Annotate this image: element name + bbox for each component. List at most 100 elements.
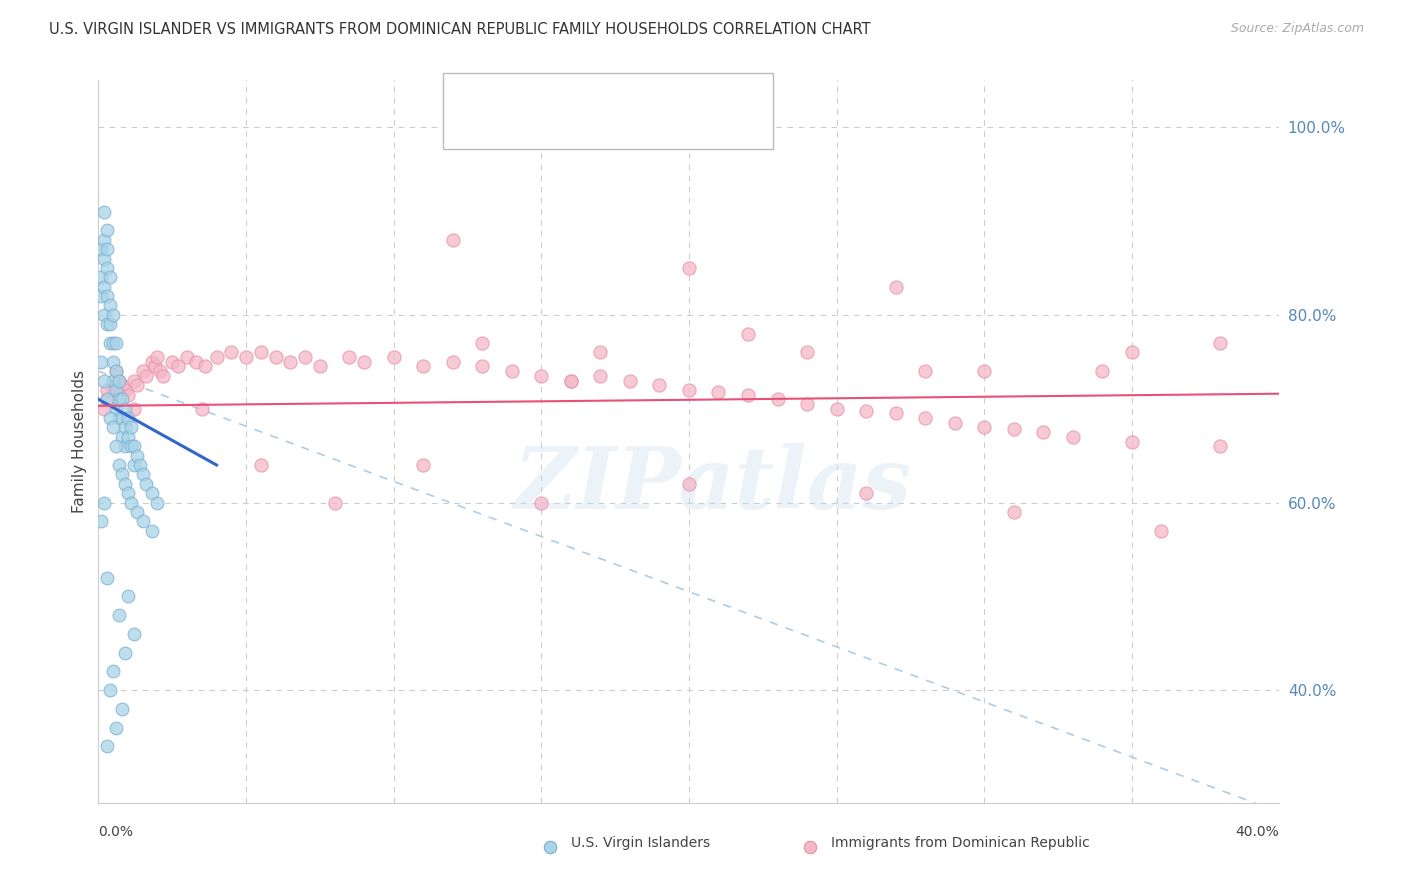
Text: R =: R = (485, 120, 519, 136)
Point (96, 260, 118, 275)
Point (90, 355, 112, 369)
Point (93, 495, 115, 509)
Point (135, 476, 157, 491)
Point (973, 420, 995, 434)
Point (111, 430, 134, 444)
Point (1121, 434, 1143, 449)
Text: U.S. Virgin Islanders: U.S. Virgin Islanders (571, 836, 710, 850)
Point (1002, 505, 1025, 519)
Point (103, 383, 125, 397)
Point (280, 355, 302, 369)
Point (111, 702, 134, 716)
Point (120, 420, 142, 434)
Text: Immigrants from Dominican Republic: Immigrants from Dominican Republic (831, 836, 1090, 850)
Point (766, 392, 789, 407)
Point (441, 355, 464, 369)
Point (117, 430, 139, 444)
Point (825, 401, 848, 416)
Point (1002, 422, 1025, 436)
Point (93, 252, 115, 266)
Point (125, 505, 148, 519)
Point (471, 336, 494, 351)
Point (250, 345, 273, 359)
Point (1032, 425, 1054, 439)
Point (132, 467, 155, 482)
Point (122, 401, 145, 416)
Point (117, 590, 139, 604)
Point (678, 383, 700, 397)
Point (103, 355, 125, 369)
Point (143, 359, 166, 374)
Point (114, 646, 136, 660)
Point (737, 326, 759, 341)
Point (105, 439, 128, 453)
Point (530, 495, 553, 509)
Point (93, 374, 115, 388)
Point (1091, 364, 1114, 378)
Point (205, 350, 228, 364)
Point (589, 345, 612, 359)
Point (111, 378, 134, 392)
Point (471, 359, 494, 374)
Point (221, 345, 243, 359)
Point (678, 260, 700, 275)
Point (235, 350, 257, 364)
Point (884, 279, 907, 293)
Point (914, 364, 936, 378)
Point (96, 223, 118, 237)
Point (128, 458, 150, 472)
Point (530, 368, 553, 383)
Point (98, 270, 121, 285)
Point (294, 350, 316, 364)
Point (111, 392, 134, 407)
Point (309, 359, 332, 374)
Point (855, 403, 877, 417)
Point (114, 383, 136, 397)
Point (108, 458, 131, 472)
Point (1150, 524, 1173, 538)
Point (167, 359, 190, 374)
Point (108, 374, 131, 388)
Text: ZIPatlas: ZIPatlas (513, 443, 911, 526)
Point (90, 270, 112, 285)
Point (382, 350, 405, 364)
Point (589, 368, 612, 383)
Point (105, 721, 128, 735)
Point (1062, 430, 1084, 444)
Point (93, 279, 115, 293)
Point (103, 374, 125, 388)
Point (122, 439, 145, 453)
Point (93, 308, 115, 322)
Point (103, 420, 125, 434)
Point (103, 308, 125, 322)
Point (122, 627, 145, 641)
Point (141, 355, 163, 369)
Point (135, 368, 157, 383)
Point (454, 87, 477, 102)
Point (98, 336, 121, 351)
Point (250, 458, 273, 472)
Point (122, 374, 145, 388)
Point (108, 411, 131, 425)
Point (141, 524, 163, 538)
Point (162, 355, 183, 369)
Text: N =: N = (605, 87, 638, 102)
Point (105, 383, 128, 397)
Point (98, 318, 121, 332)
Text: R =: R = (485, 87, 519, 102)
Point (108, 374, 131, 388)
Point (176, 350, 198, 364)
Text: 0.033: 0.033 (527, 120, 575, 136)
Text: 0.0%: 0.0% (98, 825, 134, 839)
Point (125, 449, 148, 463)
Point (98, 298, 121, 312)
Point (648, 378, 671, 392)
Text: Source: ZipAtlas.com: Source: ZipAtlas.com (1230, 22, 1364, 36)
Text: N =: N = (605, 120, 638, 136)
Point (264, 350, 287, 364)
Point (117, 387, 139, 401)
Point (90, 514, 112, 528)
Point (1121, 345, 1143, 359)
Point (120, 439, 142, 453)
Point (943, 416, 966, 430)
